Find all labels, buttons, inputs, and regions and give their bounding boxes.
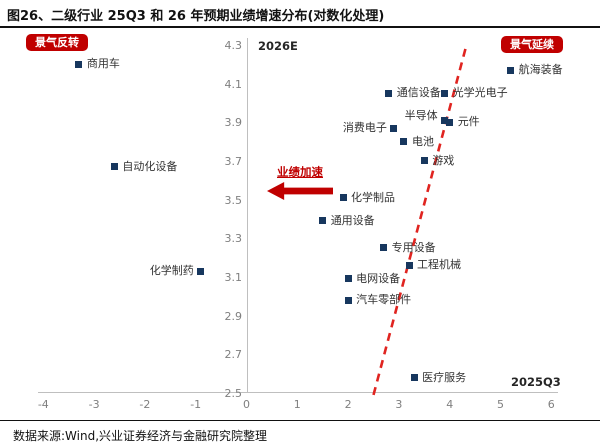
y-axis-line [247, 38, 248, 393]
y-tick-label: 3.5 [224, 193, 243, 207]
point-marker [405, 261, 413, 269]
x-tick-label: 5 [497, 398, 504, 411]
point-label: 半导体 [404, 109, 438, 123]
point-label: 化学制品 [351, 190, 396, 204]
point-label: 医疗服务 [422, 370, 467, 384]
point-marker [344, 296, 352, 304]
point-marker [344, 275, 352, 283]
badge-reversal: 景气反转 [26, 34, 88, 51]
x-tick-label: -1 [190, 398, 202, 411]
x-axis-title: 2025Q3 [511, 375, 561, 389]
point-marker [390, 124, 398, 132]
y-tick-label: 3.3 [224, 232, 243, 246]
figure-footer: 数据来源:Wind,兴业证券经济与金融研究院整理 [0, 420, 600, 443]
x-tick-label: 0 [243, 398, 250, 411]
point-marker [339, 194, 347, 202]
y-tick-label: 4.3 [224, 39, 243, 52]
x-tick-label: -4 [37, 398, 49, 411]
point-label: 电网设备 [356, 271, 401, 285]
y-tick-label: 3.1 [224, 270, 243, 284]
left-arrow-icon [267, 182, 333, 200]
point-marker [385, 89, 393, 97]
y-tick-label: 2.5 [224, 386, 243, 400]
point-label: 电池 [411, 134, 434, 148]
point-label: 消费电子 [342, 121, 387, 135]
y-tick-label: 3.9 [224, 116, 243, 130]
point-marker [197, 267, 205, 275]
point-marker [507, 66, 515, 74]
scatter-chart: 4.3 4.1 3.9 3.7 3.5 3.3 3.1 2.9 2.7 2.5 -4 -3 -2 -1 0 1… [26, 34, 563, 411]
point-label: 专用设备 [391, 240, 436, 254]
point-label: 自动化设备 [122, 159, 178, 173]
x-axis-line [38, 392, 558, 393]
point-label: 光学光电子 [452, 86, 508, 100]
y-tick-label: 2.9 [224, 309, 243, 323]
point-marker [441, 89, 449, 97]
point-marker [319, 217, 327, 225]
point-label: 元件 [457, 115, 480, 129]
x-tick-label: -2 [139, 398, 151, 411]
y-tick-label: 3.7 [224, 154, 243, 168]
point-label: 通用设备 [330, 213, 375, 227]
point-label: 化学制药 [149, 264, 194, 278]
point-label: 汽车零部件 [356, 293, 412, 307]
figure-header: 图26、二级行业 25Q3 和 26 年预期业绩增速分布(对数化处理) [0, 0, 600, 28]
acceleration-label: 业绩加速 [277, 165, 323, 179]
figure-title: 图26、二级行业 25Q3 和 26 年预期业绩增速分布(对数化处理) [7, 9, 385, 24]
point-marker [410, 374, 418, 382]
y-tick-label: 4.1 [224, 77, 243, 91]
y-tick-label: 2.7 [224, 348, 243, 362]
point-marker [446, 118, 454, 126]
x-tick-label: 3 [395, 398, 403, 411]
x-tick-label: 2 [344, 398, 352, 411]
point-label: 商用车 [86, 57, 120, 71]
x-tick-label: 4 [446, 398, 454, 411]
data-source: 数据来源:Wind,兴业证券经济与金融研究院整理 [13, 429, 268, 443]
point-label: 游戏 [432, 153, 455, 167]
point-marker [441, 116, 449, 124]
point-marker [110, 163, 118, 171]
point-label: 通信设备 [396, 86, 441, 100]
x-tick-label: 1 [293, 398, 301, 411]
x-tick-label: -3 [88, 398, 100, 411]
point-marker [420, 157, 428, 165]
point-label: 航海装备 [518, 63, 563, 77]
x-tick-label: 6 [547, 398, 555, 411]
badge-continuation: 景气延续 [501, 36, 563, 53]
point-marker [400, 138, 408, 146]
point-marker [75, 60, 83, 68]
acceleration-annotation: 业绩加速 [267, 161, 333, 200]
y-axis-title: 2026E [258, 39, 298, 53]
point-marker [380, 244, 388, 252]
point-label: 工程机械 [417, 258, 462, 272]
